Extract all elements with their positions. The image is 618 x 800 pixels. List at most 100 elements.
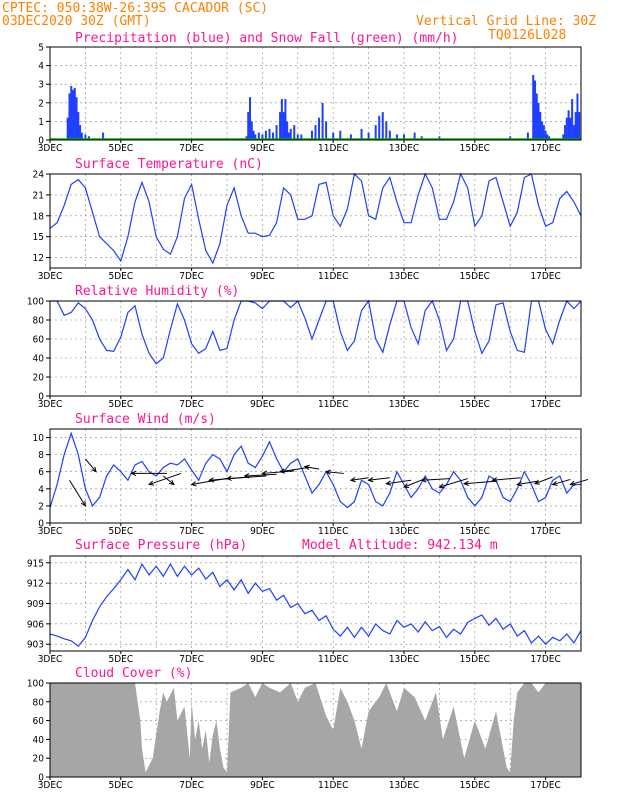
wind-arrow-head (208, 477, 215, 483)
wind-arrow-shaft (69, 480, 86, 507)
wind-arrow-head (130, 470, 137, 477)
wind-arrow-head (402, 483, 410, 488)
precip-bar (282, 112, 285, 140)
precip-bar (548, 136, 551, 140)
precip-bar (252, 130, 255, 140)
rh-xtick-label: 7DEC (179, 399, 204, 410)
precip-bar (84, 134, 87, 140)
precip-bar (332, 132, 335, 140)
temp-frame (49, 173, 582, 269)
precip-bar (526, 132, 529, 140)
precip-bar (268, 128, 271, 140)
precip-ytick-label: 1 (38, 117, 44, 128)
temp-xtick-label: 11DEC (318, 271, 348, 282)
rh-xtick-label: 13DEC (389, 399, 419, 410)
precip-bar (388, 130, 391, 140)
precip-bar (70, 86, 73, 140)
precip-bar (293, 125, 296, 140)
wind-arrow-head (261, 470, 268, 476)
precip-bar (75, 97, 78, 140)
wind-arrow-shaft (85, 458, 97, 473)
precip-bar (532, 74, 535, 140)
wind-ytick-label: 4 (38, 484, 44, 495)
wind-arrow-head (367, 477, 374, 483)
wind-ytick-label: 0 (38, 519, 44, 530)
temp-xtick-label: 3DEC (38, 271, 63, 282)
wind-arrow-head (324, 469, 331, 475)
wind-arrow-shaft (162, 475, 175, 485)
precip-bar (339, 130, 342, 140)
precip-bar (562, 134, 565, 140)
cloud-ytick-label: 0 (38, 773, 44, 784)
rh-xtick-label: 5DEC (108, 399, 133, 410)
temp-ytick-label: 24 (33, 170, 45, 181)
wind-arrow-shaft (464, 480, 497, 485)
wind-xtick-label: 9DEC (250, 526, 275, 537)
rh-xtick-label: 17DEC (530, 399, 560, 410)
wind-arrow-head (569, 480, 576, 486)
wind-xtick-label: 13DEC (389, 526, 419, 537)
precip-bar (564, 125, 567, 140)
precip-bar (314, 125, 317, 140)
wind-xtick-label: 17DEC (530, 526, 560, 537)
wind-arrow-shaft (326, 471, 344, 474)
rh-title: Relative Humidity (%) (75, 284, 239, 299)
rh-xtick-label: 11DEC (318, 399, 348, 410)
pressure-line (49, 562, 582, 648)
pressure-ytick-label: 915 (27, 558, 44, 569)
precip-bar (321, 102, 324, 140)
header-location: CPTEC: 050:38W-26:39S CACADOR (SC) (2, 1, 268, 16)
pressure-ytick-label: 906 (27, 619, 44, 630)
wind-xtick-label: 15DEC (460, 526, 490, 537)
cloud-xtick-label: 17DEC (530, 780, 560, 791)
precip-bar (381, 112, 384, 140)
precip-bar (569, 117, 572, 140)
precip-bar (367, 132, 370, 140)
wind-ytick-label: 6 (38, 467, 44, 478)
wind-arrow-shaft (517, 480, 539, 486)
cloud-xtick-label: 13DEC (389, 780, 419, 791)
precip-bar (284, 99, 287, 140)
precip-bar (79, 125, 82, 140)
pressure-xtick-label: 13DEC (389, 654, 419, 665)
rh-ytick-label: 20 (33, 373, 45, 384)
precip-ytick-label: 0 (38, 136, 44, 147)
wind-arrow-head (243, 473, 250, 479)
precip-bar (296, 134, 299, 140)
temp-xtick-label: 15DEC (460, 271, 490, 282)
wind-ytick-label: 2 (38, 501, 44, 512)
precip-bar (541, 121, 544, 140)
temp-xtick-label: 9DEC (250, 271, 275, 282)
pressure-altitude-note: Model Altitude: 942.134 m (302, 538, 498, 553)
header-grid-note: Vertical Grid Line: 30Z (416, 14, 596, 29)
precip-bar (572, 125, 575, 140)
wind-arrow-head (148, 480, 155, 486)
precip-xtick-label: 15DEC (460, 143, 490, 154)
precip-bar (68, 93, 71, 140)
precip-bar (378, 115, 381, 140)
wind-ytick-label: 10 (33, 433, 45, 444)
precip-bar (264, 130, 267, 140)
rh-xtick-label: 15DEC (460, 399, 490, 410)
rh-ytick-label: 80 (33, 316, 45, 327)
precip-bar (310, 130, 313, 140)
wind-arrow-head (420, 477, 427, 483)
pressure-ytick-label: 909 (27, 599, 44, 610)
wind-xtick-label: 3DEC (38, 526, 63, 537)
precip-bar (567, 110, 570, 140)
precip-bar (571, 99, 574, 140)
precip-bar (261, 134, 264, 140)
precip-title: Precipitation (blue) and Snow Fall (gree… (75, 31, 459, 46)
temp-ytick-label: 15 (33, 232, 44, 243)
wind-arrow-shaft (439, 478, 468, 488)
precip-bar (80, 132, 83, 140)
pressure-ytick-label: 912 (27, 579, 44, 590)
precip-bar (537, 102, 540, 140)
wind-arrow-shaft (552, 478, 571, 486)
rh-xtick-label: 9DEC (250, 399, 275, 410)
wind-ytick-label: 8 (38, 450, 44, 461)
precip-bar (509, 136, 512, 140)
wind-arrow-shaft (368, 477, 390, 481)
precip-bar (385, 121, 388, 140)
